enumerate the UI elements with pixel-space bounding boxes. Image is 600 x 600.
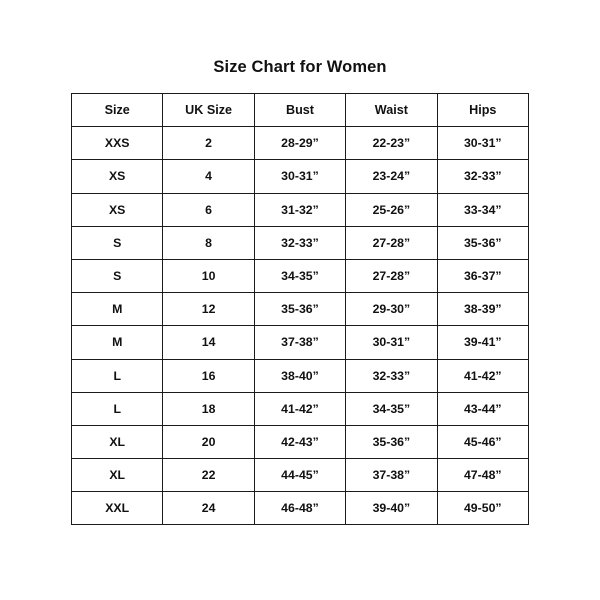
cell-size: XXS bbox=[70, 126, 164, 161]
cell-bust: 30-31” bbox=[253, 159, 347, 194]
cell-waist: 37-38” bbox=[345, 458, 438, 493]
cell-bust: 42-43” bbox=[253, 424, 347, 460]
table-body: XXS 2 28-29” 22-23” 30-31” XS 4 30-31” 2… bbox=[70, 126, 529, 526]
size-chart-table-container: Size UK Size Bust Waist Hips XXS 2 28-29… bbox=[70, 92, 529, 526]
cell-uk-size: 4 bbox=[162, 159, 255, 194]
cell-waist: 25-26” bbox=[345, 192, 438, 227]
cell-uk-size: 8 bbox=[162, 225, 255, 260]
cell-uk-size: 6 bbox=[162, 192, 255, 227]
table-row: XL 22 44-45” 37-38” 47-48” bbox=[70, 458, 529, 493]
cell-waist: 34-35” bbox=[345, 391, 438, 426]
cell-hips: 43-44” bbox=[436, 391, 529, 426]
cell-hips: 49-50” bbox=[436, 491, 529, 526]
cell-waist: 23-24” bbox=[345, 159, 438, 194]
table-row: XS 4 30-31” 23-24” 32-33” bbox=[70, 159, 529, 194]
cell-waist: 27-28” bbox=[345, 225, 438, 260]
cell-size: XS bbox=[70, 159, 164, 194]
cell-size: M bbox=[70, 292, 164, 327]
cell-size: M bbox=[70, 325, 164, 360]
cell-uk-size: 20 bbox=[162, 424, 255, 460]
cell-uk-size: 18 bbox=[162, 391, 255, 426]
cell-bust: 35-36” bbox=[253, 292, 347, 327]
cell-bust: 34-35” bbox=[253, 258, 347, 294]
cell-hips: 33-34” bbox=[436, 192, 529, 227]
column-header-bust: Bust bbox=[253, 92, 347, 128]
cell-uk-size: 10 bbox=[162, 258, 255, 294]
cell-size: L bbox=[70, 358, 164, 393]
cell-uk-size: 24 bbox=[162, 491, 255, 526]
cell-waist: 22-23” bbox=[345, 126, 438, 161]
table-header-row: Size UK Size Bust Waist Hips bbox=[70, 92, 529, 128]
cell-hips: 30-31” bbox=[436, 126, 529, 161]
cell-uk-size: 16 bbox=[162, 358, 255, 393]
cell-bust: 28-29” bbox=[253, 126, 347, 161]
cell-waist: 27-28” bbox=[345, 258, 438, 294]
cell-waist: 39-40” bbox=[345, 491, 438, 526]
column-header-hips: Hips bbox=[436, 92, 529, 128]
cell-size: XS bbox=[70, 192, 164, 227]
cell-size: XL bbox=[70, 424, 164, 460]
cell-waist: 30-31” bbox=[345, 325, 438, 360]
column-header-waist: Waist bbox=[345, 92, 438, 128]
size-chart-table: Size UK Size Bust Waist Hips XXS 2 28-29… bbox=[70, 92, 529, 526]
cell-hips: 38-39” bbox=[436, 292, 529, 327]
cell-hips: 32-33” bbox=[436, 159, 529, 194]
cell-hips: 45-46” bbox=[436, 424, 529, 460]
cell-size: XXL bbox=[70, 491, 164, 526]
cell-bust: 41-42” bbox=[253, 391, 347, 426]
cell-size: S bbox=[70, 225, 164, 260]
cell-waist: 32-33” bbox=[345, 358, 438, 393]
cell-hips: 35-36” bbox=[436, 225, 529, 260]
cell-uk-size: 2 bbox=[162, 126, 255, 161]
cell-size: L bbox=[70, 391, 164, 426]
column-header-size: Size bbox=[70, 92, 164, 128]
column-header-uk-size: UK Size bbox=[162, 92, 255, 128]
cell-size: S bbox=[70, 258, 164, 294]
cell-hips: 39-41” bbox=[436, 325, 529, 360]
page-title: Size Chart for Women bbox=[213, 58, 387, 76]
table-row: S 8 32-33” 27-28” 35-36” bbox=[70, 225, 529, 260]
cell-size: XL bbox=[70, 458, 164, 493]
cell-uk-size: 12 bbox=[162, 292, 255, 327]
cell-bust: 37-38” bbox=[253, 325, 347, 360]
cell-bust: 31-32” bbox=[253, 192, 347, 227]
cell-bust: 32-33” bbox=[253, 225, 347, 260]
cell-hips: 41-42” bbox=[436, 358, 529, 393]
table-row: M 14 37-38” 30-31” 39-41” bbox=[70, 325, 529, 360]
table-row: S 10 34-35” 27-28” 36-37” bbox=[70, 258, 529, 294]
cell-waist: 29-30” bbox=[345, 292, 438, 327]
cell-hips: 36-37” bbox=[436, 258, 529, 294]
cell-waist: 35-36” bbox=[345, 424, 438, 460]
cell-hips: 47-48” bbox=[436, 458, 529, 493]
cell-uk-size: 22 bbox=[162, 458, 255, 493]
table-row: L 16 38-40” 32-33” 41-42” bbox=[70, 358, 529, 393]
table-row: XXS 2 28-29” 22-23” 30-31” bbox=[70, 126, 529, 161]
table-header: Size UK Size Bust Waist Hips bbox=[70, 92, 529, 128]
cell-bust: 38-40” bbox=[253, 358, 347, 393]
table-row: M 12 35-36” 29-30” 38-39” bbox=[70, 292, 529, 327]
cell-uk-size: 14 bbox=[162, 325, 255, 360]
table-row: L 18 41-42” 34-35” 43-44” bbox=[70, 391, 529, 426]
table-row: XXL 24 46-48” 39-40” 49-50” bbox=[70, 491, 529, 526]
cell-bust: 46-48” bbox=[253, 491, 347, 526]
cell-bust: 44-45” bbox=[253, 458, 347, 493]
table-row: XL 20 42-43” 35-36” 45-46” bbox=[70, 424, 529, 460]
table-row: XS 6 31-32” 25-26” 33-34” bbox=[70, 192, 529, 227]
